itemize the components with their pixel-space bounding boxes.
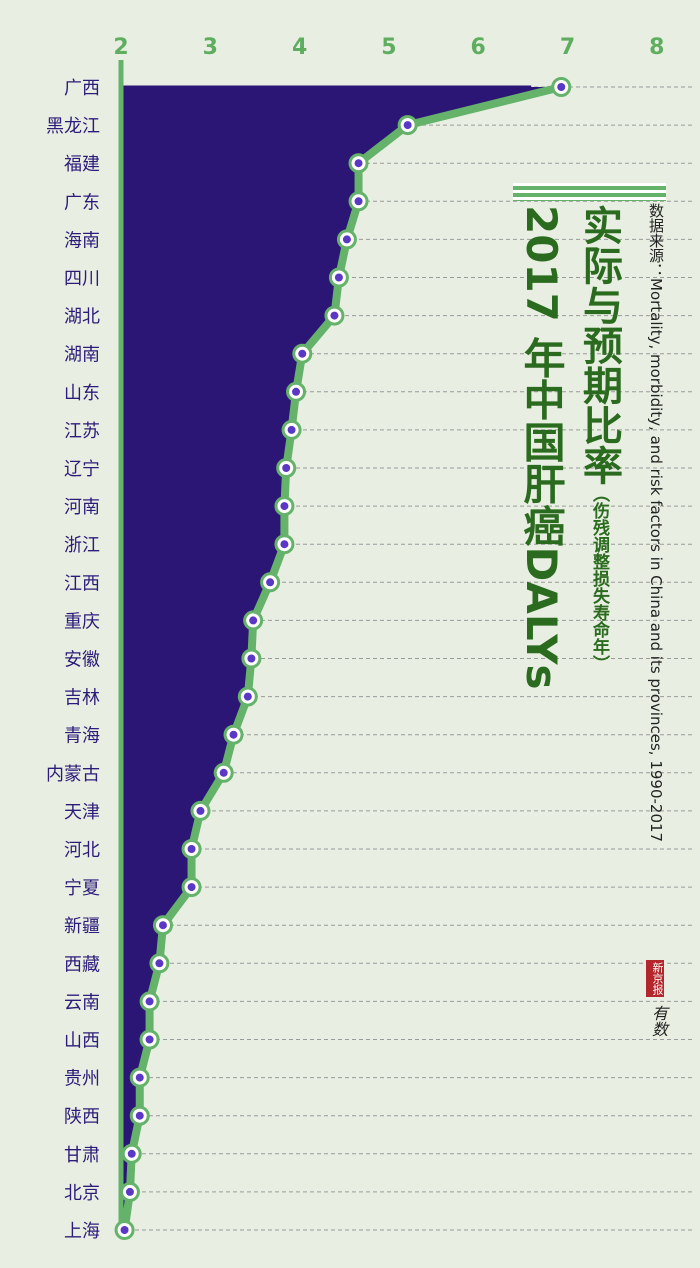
logo-signature: 有数 [649,1005,668,1037]
category-label: 广西 [64,78,100,99]
data-point-core [334,273,343,282]
category-label: 河南 [64,497,100,518]
category-label: 宁夏 [64,878,100,899]
data-point-core [247,654,256,663]
category-label: 上海 [64,1221,100,1242]
data-point-core [135,1111,144,1120]
data-point-core [145,997,154,1006]
publisher-logo: 新京报 有数 [646,960,668,1037]
title-stripe [513,183,666,201]
data-point-core [135,1073,144,1082]
category-label: 山东 [64,383,100,404]
category-label: 广东 [64,192,100,213]
category-label: 四川 [64,269,100,290]
data-point-core [557,83,566,91]
logo-seal: 新京报 [646,960,664,997]
category-label: 江苏 [64,421,100,442]
category-label: 云南 [64,992,100,1013]
data-source: 数据来源：Mortality, morbidity, and risk fact… [647,203,665,843]
x-tick-label: 7 [560,35,575,60]
data-point-core [155,959,164,968]
category-label: 河北 [64,840,100,861]
data-point-core [187,845,196,853]
title-block [513,183,666,803]
category-label: 陕西 [64,1107,100,1128]
category-label: 贵州 [64,1069,100,1090]
data-point-core [158,921,167,930]
chart-subtitle: 2017 年中国肝癌DALYs [517,205,566,690]
category-label: 山西 [64,1031,100,1052]
x-tick-label: 6 [471,35,486,60]
category-label: 湖北 [64,307,100,328]
category-label: 内蒙古 [46,764,100,785]
area-fill [121,87,562,1230]
data-point-core [354,159,363,168]
data-point-core [282,464,291,472]
category-label: 西藏 [64,954,100,975]
data-point-core [403,121,412,130]
chart-title: 实际与预期比率（伤残调整损失寿命年） [576,205,622,672]
category-label: 湖南 [64,345,100,366]
category-label: 北京 [64,1183,100,1204]
chart-title-note: （伤残调整损失寿命年） [589,485,609,672]
chart-title-main: 实际与预期比率 [576,205,622,485]
x-tick-label: 8 [649,35,664,60]
data-point-core [330,311,339,320]
data-point-core [292,387,301,396]
data-point-core [354,197,363,206]
data-point-core [219,768,228,777]
data-point-core [127,1149,136,1158]
data-point-core [229,730,238,739]
data-point-core [125,1187,134,1196]
category-label: 江西 [64,573,100,594]
category-label: 甘肃 [64,1145,100,1166]
x-tick-label: 5 [381,35,396,60]
data-point-core [145,1035,154,1044]
data-point-core [287,425,296,434]
data-point-core [266,578,275,587]
data-point-core [249,616,258,625]
category-label: 黑龙江 [46,116,100,137]
category-label: 福建 [64,154,100,175]
data-point-core [196,806,205,815]
category-label: 辽宁 [64,459,100,480]
category-label: 安徽 [64,650,100,671]
data-point-core [298,349,307,358]
category-label: 重庆 [64,611,100,632]
category-label: 海南 [64,230,100,251]
data-point-core [342,235,351,244]
category-label: 天津 [64,802,100,823]
x-tick-label: 3 [203,35,218,60]
data-point-core [280,502,289,511]
data-point-core [187,883,196,892]
category-label: 浙江 [64,535,100,556]
data-point-core [243,692,252,701]
category-label: 新疆 [64,916,100,937]
category-label: 吉林 [64,688,100,709]
x-tick-label: 4 [292,35,307,60]
category-label: 青海 [64,726,100,747]
data-point-core [280,540,289,549]
data-point-core [120,1226,129,1234]
x-tick-label: 2 [113,35,128,60]
